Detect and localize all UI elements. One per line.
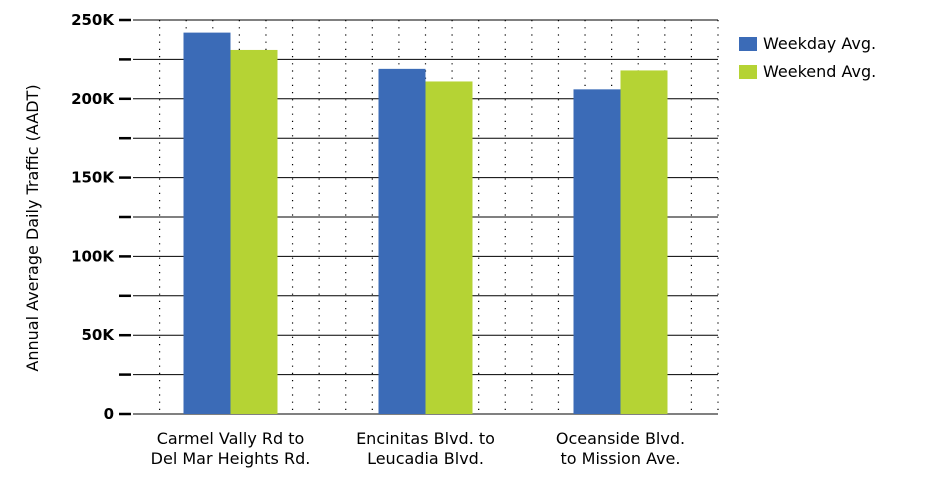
legend-label: Weekday Avg.	[763, 34, 876, 53]
bars-layer	[183, 32, 668, 415]
y-tick-label: 200K	[71, 90, 115, 108]
bar-weekday-2	[573, 89, 621, 415]
y-tick-label: 100K	[71, 247, 115, 265]
category-label: to Mission Ave.	[561, 449, 681, 468]
category-label: Del Mar Heights Rd.	[151, 449, 311, 468]
legend-swatch	[739, 65, 757, 79]
category-label: Oceanside Blvd.	[556, 429, 685, 448]
y-tick-label: 0	[104, 405, 114, 423]
category-label: Encinitas Blvd. to	[356, 429, 495, 448]
bar-weekend-1	[425, 81, 473, 415]
category-label: Carmel Vally Rd to	[157, 429, 305, 448]
bar-weekday-0	[183, 32, 231, 414]
y-axis-title: Annual Average Daily Traffic (AADT)	[23, 84, 42, 371]
y-tick-label: 50K	[82, 326, 116, 344]
y-axis: 0 50K 100K 150K 200K 250K	[71, 11, 131, 423]
category-label: Leucadia Blvd.	[367, 449, 484, 468]
bar-weekend-2	[620, 70, 668, 414]
bar-weekday-1	[378, 68, 426, 414]
y-tick-label: 150K	[71, 169, 115, 187]
legend-swatch	[739, 37, 757, 51]
y-tick-label: 250K	[71, 11, 115, 29]
bar-weekend-0	[230, 49, 278, 414]
legend-label: Weekend Avg.	[763, 62, 876, 81]
legend: Weekday Avg. Weekend Avg.	[739, 34, 876, 81]
